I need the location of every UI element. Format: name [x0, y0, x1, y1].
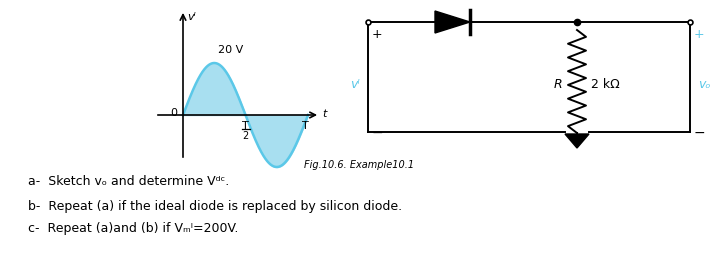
- Text: c-  Repeat (a)and (b) if Vₘᴵ=200V.: c- Repeat (a)and (b) if Vₘᴵ=200V.: [28, 222, 239, 235]
- Text: t: t: [322, 109, 326, 119]
- Text: vᴵ: vᴵ: [350, 78, 360, 92]
- Polygon shape: [565, 134, 589, 148]
- Text: 20 V: 20 V: [218, 45, 243, 55]
- Text: 2 kΩ: 2 kΩ: [591, 78, 620, 92]
- Text: R: R: [554, 78, 562, 92]
- Text: vᴵ: vᴵ: [187, 12, 196, 22]
- Text: b-  Repeat (a) if the ideal diode is replaced by silicon diode.: b- Repeat (a) if the ideal diode is repl…: [28, 200, 402, 213]
- Text: a-  Sketch vₒ and determine Vᵈᶜ.: a- Sketch vₒ and determine Vᵈᶜ.: [28, 175, 229, 188]
- Text: −: −: [694, 126, 705, 140]
- Text: T: T: [302, 121, 308, 131]
- Text: +: +: [372, 28, 383, 41]
- Text: 2: 2: [242, 131, 249, 141]
- Text: Fig.10.6. Example10.1: Fig.10.6. Example10.1: [304, 160, 414, 170]
- Polygon shape: [435, 11, 470, 33]
- Text: vₒ: vₒ: [698, 78, 710, 92]
- Text: T: T: [242, 121, 249, 131]
- Text: −: −: [372, 126, 384, 140]
- Text: 0: 0: [170, 108, 177, 118]
- Text: +: +: [694, 28, 705, 41]
